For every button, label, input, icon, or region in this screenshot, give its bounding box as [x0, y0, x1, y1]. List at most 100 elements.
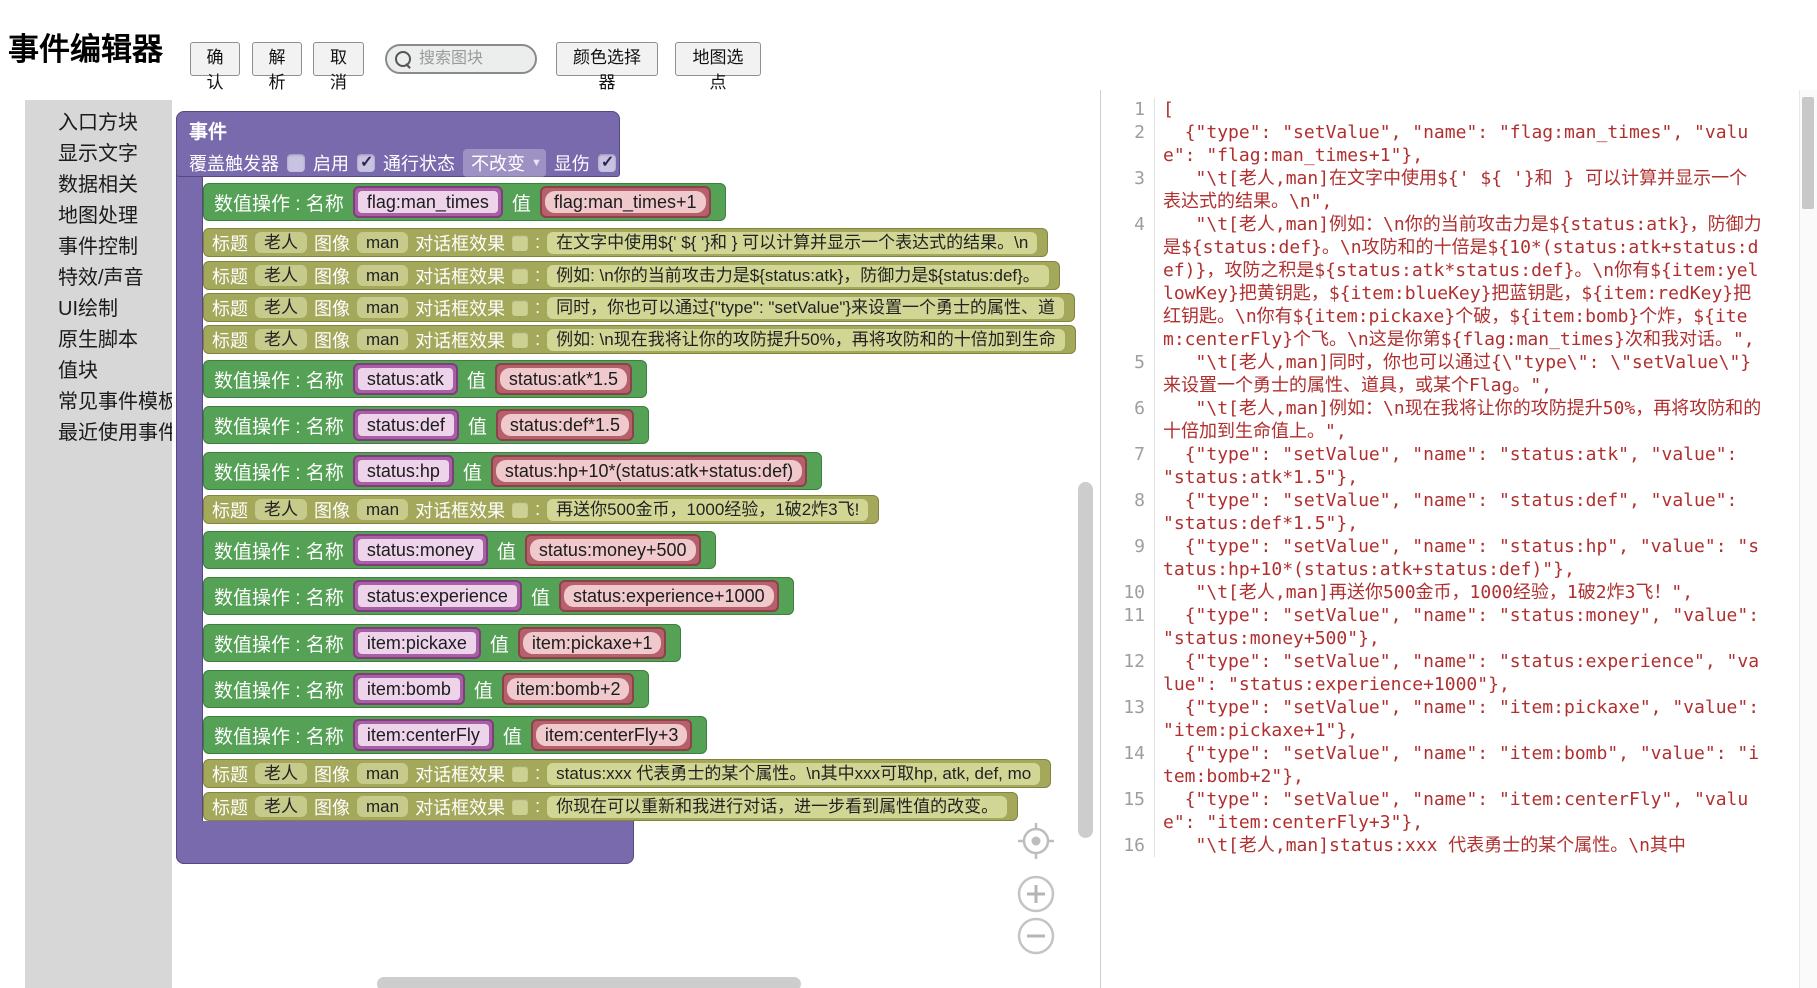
dialog-effect-checkbox[interactable]	[512, 331, 529, 348]
text-block[interactable]: 标题 老人 图像 man 对话框效果 : 再送你500金币，1000经验，1破2…	[203, 495, 880, 524]
setvalue-block[interactable]: 数值操作 : 名称 flag:man_times 值 flag:man_time…	[203, 183, 726, 221]
zoom-reset-icon[interactable]	[1017, 822, 1055, 860]
dialog-effect-checkbox[interactable]	[512, 798, 529, 815]
zoom-out-icon[interactable]	[1016, 916, 1056, 956]
text-block[interactable]: 标题 老人 图像 man 对话框效果 : 在文字中使用${' ${ '}和 } …	[203, 228, 1049, 257]
name-field[interactable]: item:centerFly	[352, 719, 494, 751]
line-number: 6	[1101, 397, 1155, 443]
code-lines[interactable]: 1 [ 2 {"type": "setValue", "name": "flag…	[1101, 90, 1817, 857]
dialog-text-field[interactable]: 你现在可以重新和我进行对话，进一步看到属性值的改变。	[547, 795, 1008, 818]
setvalue-block[interactable]: 数值操作 : 名称 status:def 值 status:def*1.5	[203, 406, 649, 444]
search-box[interactable]	[385, 44, 537, 74]
image-field[interactable]: man	[357, 763, 409, 784]
value-field[interactable]: status:atk*1.5	[494, 363, 632, 395]
dialog-text-field[interactable]: 在文字中使用${' ${ '}和 } 可以计算并显示一个表达式的结果。\n	[547, 231, 1038, 254]
name-field[interactable]: status:atk	[352, 363, 458, 395]
image-field[interactable]: man	[357, 329, 409, 350]
pass-state-dropdown[interactable]: 不改变 ▼	[463, 149, 546, 177]
map-pick-button[interactable]: 地图选点	[675, 42, 761, 92]
text-block[interactable]: 标题 老人 图像 man 对话框效果 : 同时，你也可以通过{"type": "…	[203, 293, 1076, 322]
setvalue-block[interactable]: 数值操作 : 名称 status:money 值 status:money+50…	[203, 531, 716, 569]
parse-button[interactable]: 解析	[252, 42, 302, 92]
text-block[interactable]: 标题 老人 图像 man 对话框效果 : 你现在可以重新和我进行对话，进一步看到…	[203, 792, 1019, 821]
setvalue-block[interactable]: 数值操作 : 名称 status:hp 值 status:hp+10*(stat…	[203, 452, 823, 490]
title-field[interactable]: 老人	[255, 265, 307, 286]
cancel-button[interactable]: 取消	[313, 42, 364, 92]
dialog-text-field[interactable]: status:xxx 代表勇士的某个属性。\n其中xxx可取hp, atk, d…	[547, 762, 1041, 785]
name-field[interactable]: item:pickaxe	[352, 627, 481, 659]
text-block[interactable]: 标题 老人 图像 man 对话框效果 : 例如: \n你的当前攻击力是${sta…	[203, 261, 1060, 290]
dialog-effect-checkbox[interactable]	[512, 501, 529, 518]
setvalue-label: 数值操作 : 名称	[214, 680, 344, 702]
trigger-checkbox[interactable]	[287, 154, 305, 172]
sidebar-category-item[interactable]: 显示文字	[58, 143, 138, 165]
sidebar-category-item[interactable]: 值块	[58, 360, 98, 382]
dialog-text-field[interactable]: 例如: \n现在我将让你的攻防提升50%，再将攻防和的十倍加到生命	[547, 328, 1065, 351]
value-field[interactable]: status:money+500	[524, 534, 701, 566]
value-field[interactable]: item:bomb+2	[501, 673, 635, 705]
color-picker-button[interactable]: 颜色选择器	[556, 42, 658, 92]
title-field[interactable]: 老人	[255, 232, 307, 253]
dialog-effect-checkbox[interactable]	[512, 765, 529, 782]
value-field[interactable]: status:experience+1000	[558, 580, 779, 612]
dialog-text-field[interactable]: 再送你500金币，1000经验，1破2炸3飞!	[547, 498, 869, 521]
value-field[interactable]: flag:man_times+1	[539, 186, 711, 218]
name-field[interactable]: status:experience	[352, 580, 522, 612]
value-field[interactable]: status:hp+10*(status:atk+status:def)	[490, 455, 808, 487]
workspace-vertical-scrollbar[interactable]	[1078, 482, 1093, 838]
name-field[interactable]: status:money	[352, 534, 488, 566]
dialog-text-field[interactable]: 同时，你也可以通过{"type": "setValue"}来设置一个勇士的属性、…	[547, 296, 1065, 319]
setvalue-block[interactable]: 数值操作 : 名称 status:experience 值 status:exp…	[203, 577, 794, 615]
value-field[interactable]: item:centerFly+3	[530, 719, 693, 751]
event-block[interactable]: 事件 覆盖触发器 启用 通行状态 不改变 ▼ 显伤	[176, 111, 620, 177]
sidebar-category-item[interactable]: 地图处理	[58, 205, 138, 227]
title-field[interactable]: 老人	[255, 763, 307, 784]
confirm-button[interactable]: 确认	[190, 42, 240, 92]
image-field[interactable]: man	[357, 297, 409, 318]
title-field[interactable]: 老人	[255, 297, 307, 318]
blockly-workspace[interactable]: 事件 覆盖触发器 启用 通行状态 不改变 ▼ 显伤 数值操作 : 名称 flag…	[172, 90, 1100, 988]
sidebar-category-item[interactable]: UI绘制	[58, 298, 118, 320]
text-block[interactable]: 标题 老人 图像 man 对话框效果 : status:xxx 代表勇士的某个属…	[203, 759, 1052, 788]
name-field[interactable]: flag:man_times	[352, 186, 503, 218]
image-field[interactable]: man	[357, 232, 409, 253]
enable-checkbox[interactable]	[357, 152, 375, 172]
sidebar-category-item[interactable]: 特效/声音	[58, 267, 144, 289]
name-field[interactable]: status:def	[352, 409, 459, 441]
code-panel-scrollbar[interactable]	[1799, 90, 1817, 988]
image-field[interactable]: man	[357, 796, 409, 817]
text-block[interactable]: 标题 老人 图像 man 对话框效果 : 例如: \n现在我将让你的攻防提升50…	[203, 325, 1076, 354]
sidebar-category-item[interactable]: 数据相关	[58, 174, 138, 196]
dialog-text-field[interactable]: 例如: \n你的当前攻击力是${status:atk}，防御力是${status…	[547, 264, 1049, 287]
title-field[interactable]: 老人	[255, 329, 307, 350]
json-code-panel[interactable]: 1 [ 2 {"type": "setValue", "name": "flag…	[1100, 90, 1817, 988]
setvalue-block[interactable]: 数值操作 : 名称 item:pickaxe 值 item:pickaxe+1	[203, 624, 682, 662]
zoom-in-icon[interactable]	[1016, 874, 1056, 914]
value-label: 值	[511, 193, 531, 215]
setvalue-block[interactable]: 数值操作 : 名称 status:atk 值 status:atk*1.5	[203, 360, 647, 398]
image-field[interactable]: man	[357, 499, 409, 520]
sidebar-category-item[interactable]: 事件控制	[58, 236, 138, 258]
image-field[interactable]: man	[357, 265, 409, 286]
title-field[interactable]: 老人	[255, 499, 307, 520]
dialog-effect-checkbox[interactable]	[512, 267, 529, 284]
sidebar-category-item[interactable]: 原生脚本	[58, 329, 138, 351]
dialog-effect-checkbox[interactable]	[512, 234, 529, 251]
value-field[interactable]: item:pickaxe+1	[517, 627, 667, 659]
name-field[interactable]: item:bomb	[352, 673, 465, 705]
code-panel-scrollbar-thumb[interactable]	[1802, 97, 1814, 209]
setvalue-block[interactable]: 数值操作 : 名称 item:centerFly 值 item:centerFl…	[203, 716, 708, 754]
value-field[interactable]: status:def*1.5	[495, 409, 634, 441]
dialog-effect-checkbox[interactable]	[512, 299, 529, 316]
damage-checkbox[interactable]	[597, 152, 616, 172]
search-input[interactable]	[417, 49, 531, 69]
setvalue-block[interactable]: 数值操作 : 名称 item:bomb 值 item:bomb+2	[203, 670, 650, 708]
sidebar-category-item[interactable]: 最近使用事件	[58, 422, 178, 444]
sidebar-category-item[interactable]: 常见事件模板	[58, 391, 178, 413]
name-field[interactable]: status:hp	[352, 455, 454, 487]
workspace-horizontal-scrollbar[interactable]	[377, 977, 801, 988]
title-field[interactable]: 老人	[255, 796, 307, 817]
line-text: {"type": "setValue", "name": "status:def…	[1163, 490, 1749, 534]
code-line: 1 [	[1101, 98, 1817, 121]
sidebar-category-item[interactable]: 入口方块	[58, 112, 138, 134]
